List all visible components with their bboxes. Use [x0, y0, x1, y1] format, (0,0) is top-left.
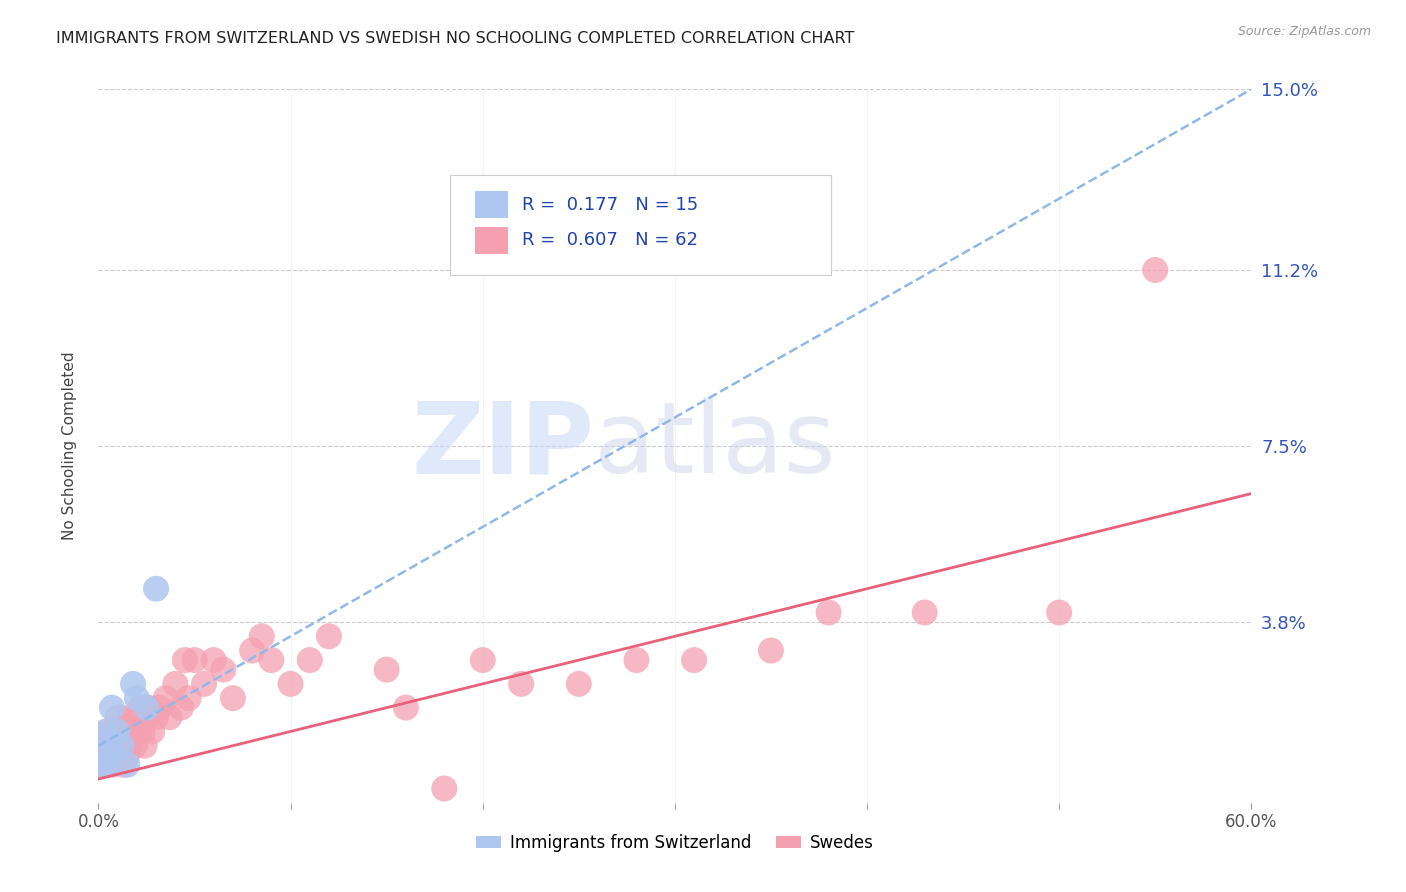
- Text: Source: ZipAtlas.com: Source: ZipAtlas.com: [1237, 25, 1371, 38]
- Point: [129, 700, 152, 714]
- Point: [141, 724, 163, 739]
- Point: [117, 757, 139, 772]
- Point: [626, 653, 648, 667]
- Point: [117, 748, 139, 763]
- Point: [135, 710, 157, 724]
- Point: [260, 653, 283, 667]
- Point: [120, 710, 142, 724]
- Point: [112, 757, 135, 772]
- Point: [145, 710, 167, 724]
- Point: [174, 653, 197, 667]
- Y-axis label: No Schooling Completed: No Schooling Completed: [62, 351, 77, 541]
- Point: [118, 739, 141, 753]
- Point: [240, 643, 263, 657]
- FancyBboxPatch shape: [450, 175, 831, 275]
- Point: [145, 582, 167, 596]
- Point: [155, 691, 177, 706]
- Point: [165, 677, 187, 691]
- Point: [91, 748, 114, 763]
- Point: [170, 700, 193, 714]
- Point: [94, 757, 117, 772]
- Point: [433, 781, 456, 796]
- Point: [177, 691, 200, 706]
- Point: [125, 691, 148, 706]
- Point: [125, 710, 148, 724]
- Point: [122, 724, 145, 739]
- Point: [117, 720, 139, 734]
- FancyBboxPatch shape: [475, 227, 508, 254]
- Point: [101, 757, 124, 772]
- Point: [149, 700, 172, 714]
- Point: [131, 724, 153, 739]
- Point: [138, 700, 160, 714]
- Text: atlas: atlas: [595, 398, 835, 494]
- Point: [183, 653, 205, 667]
- Point: [134, 739, 156, 753]
- Point: [250, 629, 273, 643]
- Point: [280, 677, 302, 691]
- Point: [104, 748, 127, 763]
- Point: [91, 739, 114, 753]
- Point: [914, 606, 936, 620]
- Point: [817, 606, 839, 620]
- Point: [107, 710, 129, 724]
- Point: [128, 724, 150, 739]
- Point: [98, 734, 121, 748]
- Point: [103, 739, 125, 753]
- Point: [101, 700, 124, 714]
- Point: [103, 724, 125, 739]
- Text: IMMIGRANTS FROM SWITZERLAND VS SWEDISH NO SCHOOLING COMPLETED CORRELATION CHART: IMMIGRANTS FROM SWITZERLAND VS SWEDISH N…: [56, 31, 855, 46]
- Point: [93, 739, 115, 753]
- Point: [108, 748, 131, 763]
- Point: [98, 748, 121, 763]
- Text: ZIP: ZIP: [412, 398, 595, 494]
- Point: [222, 691, 245, 706]
- Point: [510, 677, 533, 691]
- Point: [107, 724, 129, 739]
- Point: [114, 739, 136, 753]
- Point: [568, 677, 591, 691]
- Point: [97, 724, 120, 739]
- Point: [318, 629, 340, 643]
- Point: [107, 739, 129, 753]
- Point: [1047, 606, 1070, 620]
- Point: [97, 757, 120, 772]
- Point: [103, 748, 125, 763]
- Point: [110, 739, 132, 753]
- Point: [94, 724, 117, 739]
- Point: [395, 700, 418, 714]
- Point: [93, 748, 115, 763]
- Point: [193, 677, 215, 691]
- Point: [202, 653, 225, 667]
- Point: [375, 663, 398, 677]
- Point: [124, 739, 146, 753]
- FancyBboxPatch shape: [475, 191, 508, 219]
- Point: [89, 757, 111, 772]
- Point: [110, 724, 132, 739]
- Legend: Immigrants from Switzerland, Swedes: Immigrants from Switzerland, Swedes: [470, 828, 880, 859]
- Text: R =  0.607   N = 62: R = 0.607 N = 62: [522, 232, 697, 250]
- Point: [298, 653, 321, 667]
- Point: [135, 700, 157, 714]
- Point: [212, 663, 235, 677]
- Point: [89, 757, 111, 772]
- Point: [122, 677, 145, 691]
- Point: [759, 643, 782, 657]
- Text: R =  0.177   N = 15: R = 0.177 N = 15: [522, 196, 697, 214]
- Point: [159, 710, 181, 724]
- Point: [1144, 263, 1167, 277]
- Point: [471, 653, 494, 667]
- Point: [683, 653, 706, 667]
